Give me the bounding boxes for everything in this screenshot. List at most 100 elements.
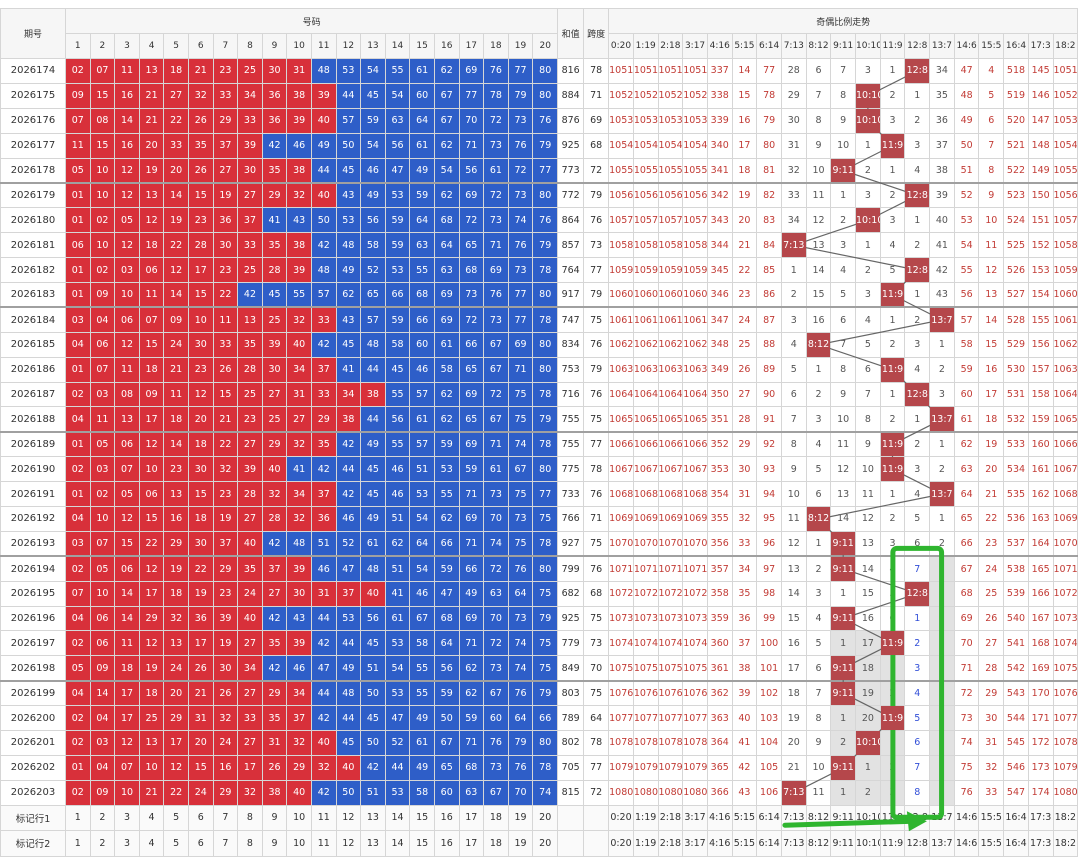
data-row: 2026195 07 10 14 17 18 19 23 24 27 30 31 37 40 41 46 47 4…: [0, 580, 1078, 607]
footer-trend: 2:18: [657, 804, 684, 832]
trend-cell: 32: [780, 157, 807, 184]
trend-cell: 5: [904, 705, 931, 732]
trend-cell: 18: [731, 157, 758, 184]
trend-cell: 344: [706, 232, 733, 259]
trend-cell: 16: [978, 356, 1005, 383]
trend-cell: 17: [855, 630, 881, 657]
trend-cell: 534: [1003, 456, 1029, 483]
trend-cell: 52: [953, 181, 980, 209]
number-cell: 04: [65, 679, 91, 707]
sum-value: 864: [557, 207, 585, 234]
number-cell: 29: [212, 555, 239, 582]
number-cell: 35: [310, 430, 337, 458]
trend-cell: 7: [904, 555, 931, 582]
trend-cell: 27: [731, 381, 758, 408]
trend-hit: 10:10: [855, 107, 881, 134]
number-cell: 19: [138, 157, 165, 184]
footer-trend: 14:6: [953, 804, 980, 832]
trend-cell: 103: [756, 705, 782, 732]
trend-cell: 1070: [682, 530, 708, 557]
trend-cell: 10: [830, 406, 857, 433]
trend-cell: 1067: [657, 456, 684, 483]
trend-cell: 11: [805, 181, 832, 209]
number-cell: 32: [286, 506, 312, 532]
sum-value: 884: [557, 82, 585, 109]
issue: 2026185: [0, 331, 66, 358]
trend-cell: 1060: [682, 282, 708, 308]
number-cell: 38: [286, 232, 312, 259]
number-cell: 51: [310, 530, 337, 557]
trend-cell: 6: [805, 58, 832, 84]
trend-cell: 8: [904, 779, 931, 806]
sum-value: 925: [557, 605, 585, 632]
trend-cell: 23: [978, 530, 1005, 557]
numbers-header: 号码: [64, 8, 559, 34]
number-cell: 76: [507, 232, 534, 259]
trend-cell: 5: [830, 282, 857, 308]
footer-trend: 10:10: [855, 804, 881, 832]
trend-cell: [929, 655, 955, 682]
sum-header: 和值: [557, 8, 585, 59]
number-cell: 59: [384, 306, 411, 333]
trend-cell: 1052: [657, 82, 684, 109]
number-cell: 10: [187, 306, 214, 333]
number-cell: 32: [310, 754, 337, 781]
sum-value: 772: [557, 181, 585, 209]
trend-cell: 1077: [1052, 705, 1078, 732]
number-cell: 70: [483, 605, 509, 632]
trend-cell: 4: [904, 157, 931, 184]
number-cell: 14: [163, 282, 189, 308]
data-row: 2026198 05 09 18 19 24 26 30 34 42 46 47 49 51 54 55 56 6…: [0, 655, 1078, 682]
number-cell: 40: [310, 730, 337, 756]
number-column-header: 4: [138, 33, 165, 59]
number-cell: 23: [212, 257, 239, 284]
trend-cell: 523: [1003, 181, 1029, 209]
number-cell: 75: [507, 530, 534, 557]
number-cell: 44: [384, 754, 411, 781]
trend-cell: 1071: [608, 555, 634, 582]
span-value: 68: [583, 580, 610, 607]
number-cell: 01: [65, 481, 91, 508]
trend-cell: 539: [1003, 580, 1029, 607]
footer-number: 8: [237, 830, 263, 857]
number-cell: 72: [458, 306, 485, 333]
trend-cell: 37: [731, 630, 758, 657]
number-cell: 17: [138, 406, 165, 433]
trend-cell: 354: [706, 481, 733, 508]
number-cell: 69: [458, 58, 485, 84]
trend-hit: 11:9: [879, 356, 906, 383]
number-cell: 03: [89, 730, 116, 756]
number-column-header: 11: [310, 33, 337, 59]
trend-cell: 540: [1003, 605, 1029, 632]
trend-cell: 1051: [608, 58, 634, 84]
number-cell: 18: [138, 679, 165, 707]
number-cell: 36: [310, 506, 337, 532]
number-cell: 67: [433, 107, 460, 134]
number-cell: 79: [532, 605, 559, 632]
trend-cell: 1: [855, 232, 881, 259]
trend-column-header: 1:19: [632, 33, 659, 59]
number-cell: 73: [483, 754, 509, 781]
number-cell: 35: [237, 331, 263, 358]
trend-cell: 337: [706, 58, 733, 84]
trend-cell: 24: [978, 555, 1005, 582]
trend-cell: 71: [953, 655, 980, 682]
trend-cell: 153: [1027, 257, 1054, 284]
number-cell: 37: [212, 132, 239, 159]
trend-cell: 1057: [1052, 207, 1078, 234]
trend-cell: 79: [756, 107, 782, 134]
number-cell: 73: [507, 107, 534, 134]
data-row: 2026184 03 04 06 07 09 10 11 13 25 32 33 43 57 59 66 69 7…: [0, 306, 1078, 333]
trend-cell: 10: [830, 132, 857, 159]
footer-label: 标记行2: [0, 830, 66, 857]
trend-cell: 3: [879, 107, 906, 134]
trend-cell: 1076: [608, 679, 634, 707]
trend-cell: 1059: [682, 257, 708, 284]
trend-cell: 1060: [657, 282, 684, 308]
trend-cell: 1074: [657, 630, 684, 657]
number-cell: 77: [507, 58, 534, 84]
trend-cell: 20: [978, 456, 1005, 483]
number-cell: 27: [261, 580, 288, 607]
number-cell: 46: [384, 481, 411, 508]
number-cell: 46: [286, 655, 312, 682]
